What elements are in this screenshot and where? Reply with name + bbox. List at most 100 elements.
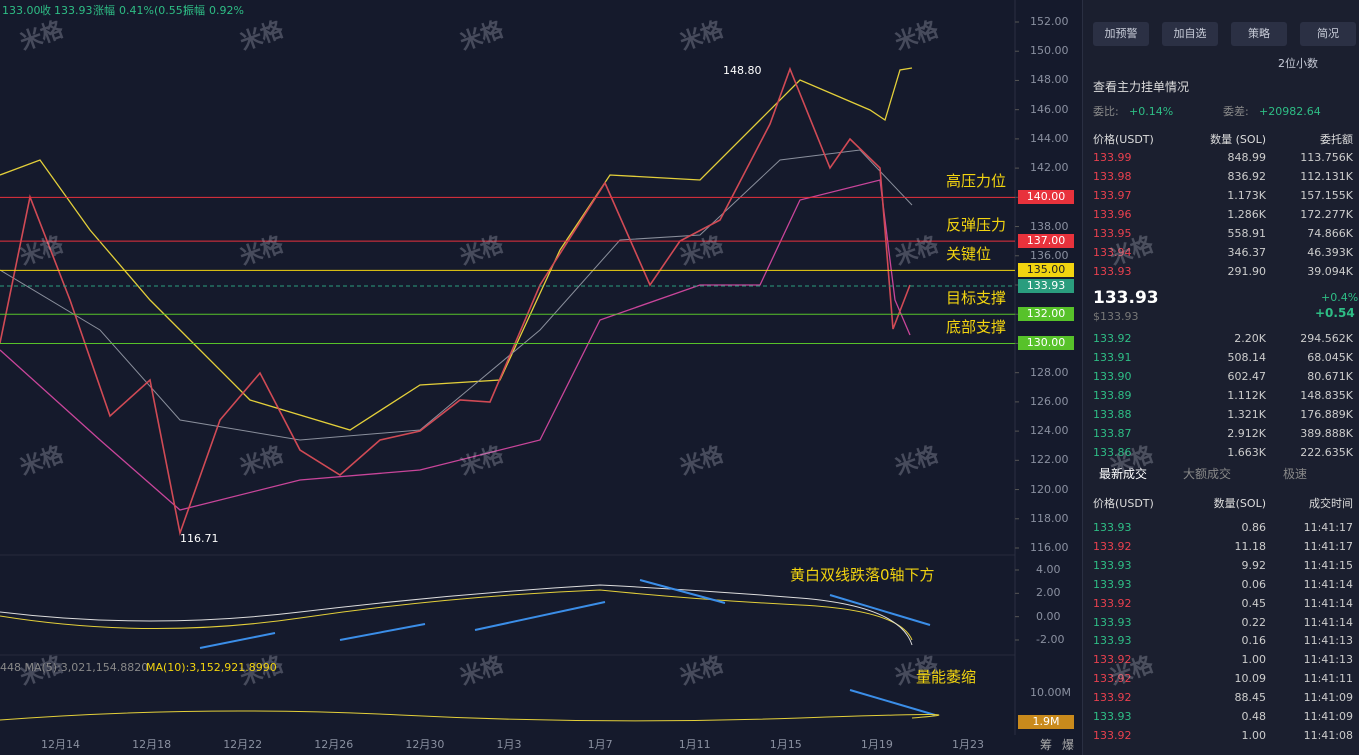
quote-info: 收	[40, 4, 51, 17]
last-price: 133.93	[1093, 288, 1159, 308]
chart-bg	[0, 0, 1080, 755]
quote-info: 133.00	[2, 4, 41, 17]
vol-current: 1.9M	[1018, 715, 1074, 729]
y-tick-label: 138.00	[1030, 219, 1069, 233]
cell: 0.86	[1241, 521, 1267, 534]
macd-dif	[0, 584, 913, 646]
y-tick-label: 126.00	[1030, 394, 1069, 408]
cell: 11.18	[1234, 539, 1267, 553]
upper-band	[0, 67, 913, 431]
cell: 133.95	[1093, 227, 1132, 240]
level-tag: 137.00	[1018, 234, 1074, 249]
cell: 1.663K	[1227, 446, 1266, 459]
diff-label: 委差:	[1223, 105, 1249, 118]
button[interactable]: 加预警	[1093, 22, 1149, 46]
cell: 80.671K	[1307, 370, 1353, 383]
cell: 11:41:08	[1303, 728, 1353, 742]
cell: 1.00	[1241, 728, 1267, 742]
quote-info: 涨幅	[93, 4, 115, 17]
x-tick-label: 1月3	[496, 738, 522, 751]
level-tag: 130.00	[1018, 336, 1074, 351]
ratio-label: 委比:	[1093, 105, 1119, 118]
cell: 委托额	[1320, 133, 1353, 146]
y-tick-label: 4.00	[1036, 563, 1061, 576]
ratio: +0.14%	[1129, 105, 1174, 118]
cell: 0.16	[1241, 634, 1267, 648]
main-orders[interactable]: 查看主力挂单情况	[1093, 80, 1190, 94]
cell: 0.45	[1241, 596, 1267, 610]
bottom-icon[interactable]: 爆	[1062, 738, 1075, 752]
cell: 848.99	[1227, 151, 1267, 164]
trend-arrows	[199, 579, 936, 716]
cell: 1.173K	[1227, 189, 1266, 202]
cell: 11:41:13	[1303, 634, 1353, 648]
cell: 2.20K	[1234, 332, 1266, 345]
bottom-icon[interactable]: 筹	[1040, 738, 1053, 752]
vol-ma5: 448 MA(5):3,021,154.8820	[0, 661, 149, 674]
cell: 39.094K	[1307, 265, 1353, 278]
cell: 11:41:15	[1303, 558, 1353, 572]
cell: 11:41:11	[1303, 672, 1353, 686]
tab[interactable]: 最新成交	[1099, 467, 1148, 481]
button[interactable]: 策略	[1231, 22, 1287, 46]
cell: 1.286K	[1227, 208, 1266, 221]
cell: 11:41:13	[1303, 653, 1353, 667]
level-name: 底部支撑	[946, 318, 1007, 337]
button[interactable]: 简况	[1300, 22, 1356, 46]
quote-info: 0.92%	[209, 4, 244, 17]
cell: 11:41:09	[1303, 710, 1353, 723]
quote-info: 0.41%(0.55)	[119, 4, 188, 17]
y-tick-label: 0.00	[1036, 609, 1061, 623]
chart	[0, 0, 1080, 755]
y-tick-label: 146.00	[1030, 102, 1069, 116]
quote-info: 133.93	[54, 4, 93, 17]
cell: 0.22	[1241, 615, 1267, 629]
level-tag: 140.00	[1018, 190, 1074, 205]
y-tick-label: 122.00	[1030, 453, 1069, 467]
cell: 133.92	[1093, 653, 1132, 667]
x-tick-label: 1月19	[860, 738, 893, 751]
cell: 133.92	[1093, 539, 1132, 553]
vol-ma10: MA(10):3,152,921.8990	[146, 661, 277, 674]
level-name: 反弹压力	[946, 216, 1007, 235]
cell: 133.93	[1093, 265, 1132, 278]
cell: 172.277K	[1300, 208, 1353, 221]
cell: 836.92	[1227, 170, 1267, 183]
y-tick-label: 2.00	[1036, 586, 1061, 600]
cell: 133.97	[1093, 189, 1132, 202]
cell: 133.96	[1093, 208, 1132, 221]
cell: 133.93	[1093, 615, 1132, 629]
last-pct: +0.4%	[1321, 291, 1359, 304]
y-tick-label: 128.00	[1030, 365, 1069, 379]
cell: 133.99	[1093, 151, 1132, 164]
tab[interactable]: 大额成交	[1183, 467, 1232, 481]
annotation: 116.71	[180, 532, 219, 545]
level-tag: 132.00	[1018, 307, 1074, 322]
diff: +20982.64	[1259, 105, 1321, 118]
cell: 11:41:14	[1303, 615, 1353, 629]
cell: 11:41:14	[1303, 577, 1353, 591]
y-tick-label: 142.00	[1030, 161, 1069, 175]
cell: 133.91	[1093, 351, 1132, 364]
y-tick-label: 150.00	[1030, 44, 1069, 58]
cell: 112.131K	[1300, 170, 1353, 183]
button[interactable]: 加自选	[1162, 22, 1218, 46]
x-tick-label: 1月7	[587, 738, 613, 751]
quote-info: 振幅	[183, 4, 205, 17]
cell: 10.09	[1234, 672, 1267, 686]
tab[interactable]: 极速	[1283, 467, 1308, 481]
decimals[interactable]: 2位小数	[1278, 57, 1318, 70]
cell: 508.14	[1227, 351, 1267, 364]
level-tag: 135.00	[1018, 263, 1074, 278]
cell: 602.47	[1227, 370, 1267, 383]
macd-dea	[0, 589, 913, 641]
cell: 133.93	[1093, 558, 1132, 572]
x-tick-label: 1月11	[678, 738, 711, 751]
cell: 133.92	[1093, 728, 1132, 742]
last-usd: $133.93	[1093, 310, 1139, 323]
cell: 133.92	[1093, 672, 1132, 686]
cell: 9.92	[1241, 558, 1267, 572]
cell: 291.90	[1227, 265, 1267, 278]
cell: 346.37	[1227, 246, 1267, 259]
y-tick-label: 124.00	[1030, 424, 1069, 438]
